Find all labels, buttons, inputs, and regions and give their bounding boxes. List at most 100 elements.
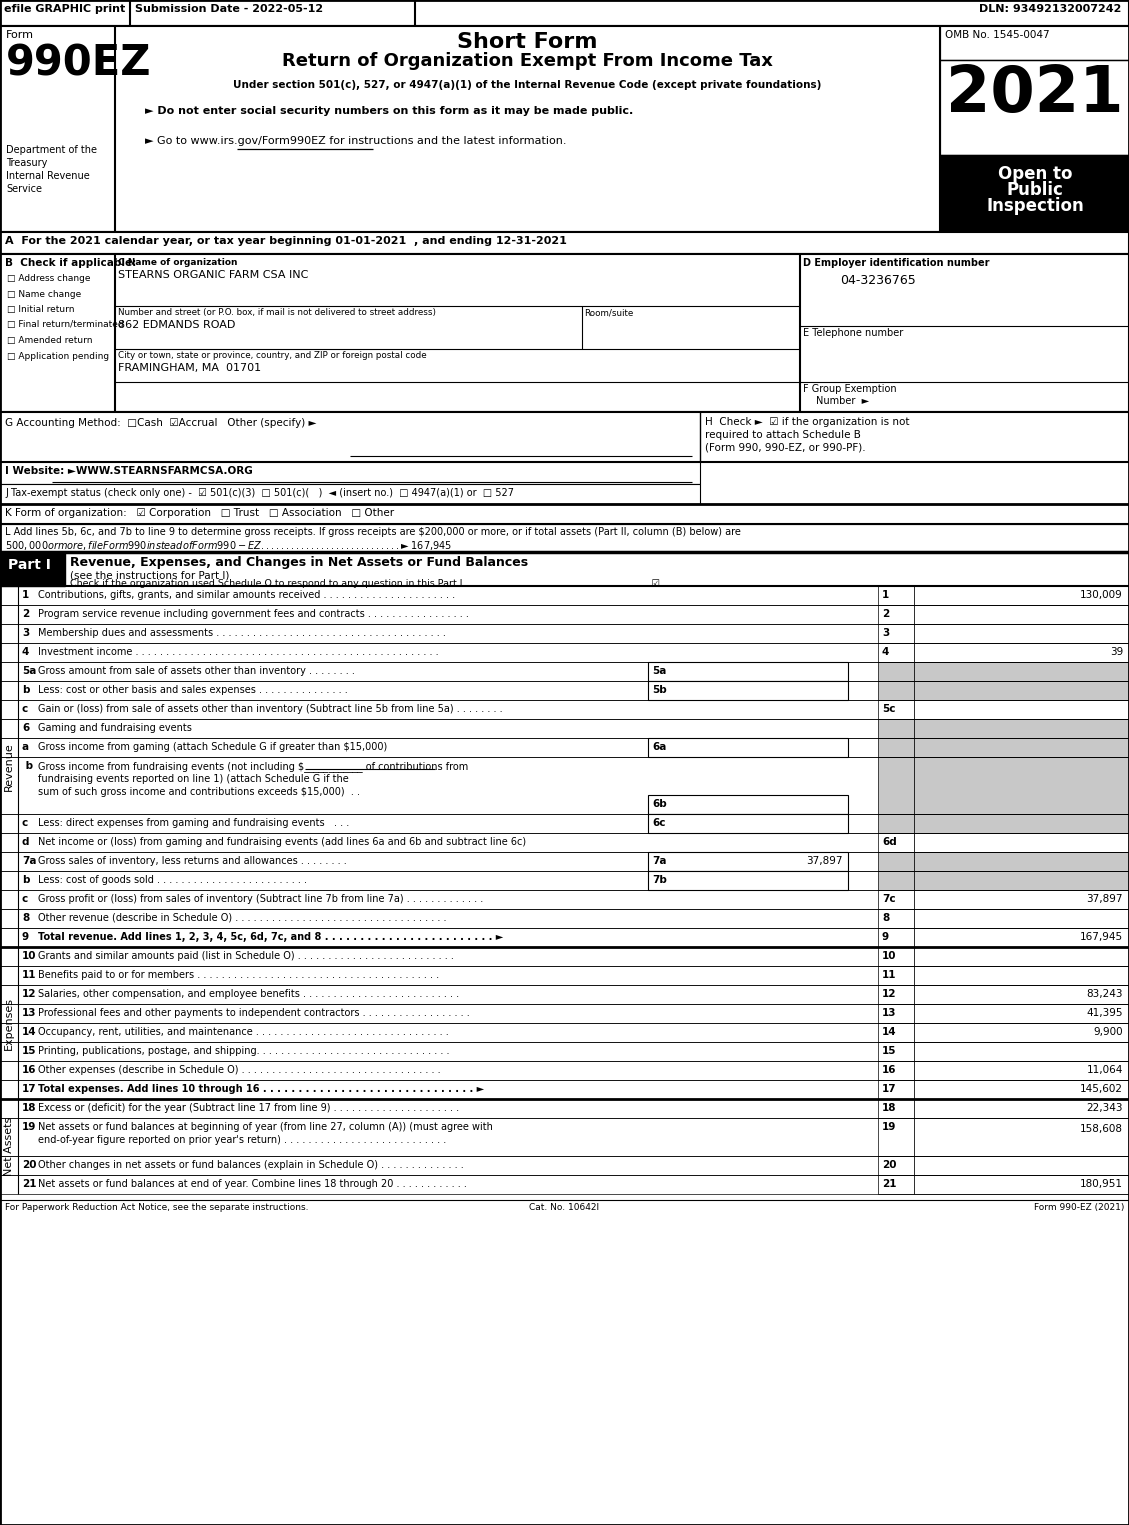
Text: 18: 18 [21, 1103, 36, 1113]
Bar [878, 644, 914, 662]
Text: Form: Form [6, 30, 34, 40]
Text: Department of the: Department of the [6, 145, 97, 156]
Text: 6b: 6b [653, 799, 667, 808]
Text: 7c: 7c [882, 894, 895, 904]
Bar [648, 662, 848, 682]
Text: 167,945: 167,945 [1079, 932, 1123, 942]
Text: Net assets or fund balances at end of year. Combine lines 18 through 20 . . . . : Net assets or fund balances at end of ye… [38, 1179, 467, 1190]
Text: 21: 21 [21, 1179, 36, 1190]
Text: Investment income . . . . . . . . . . . . . . . . . . . . . . . . . . . . . . . : Investment income . . . . . . . . . . . … [38, 647, 439, 657]
Text: G Accounting Method:  □Cash  ☑Accrual   Other (specify) ►: G Accounting Method: □Cash ☑Accrual Othe… [5, 418, 316, 429]
Text: Expenses: Expenses [5, 996, 14, 1049]
Bar [914, 814, 1129, 833]
Bar [878, 718, 914, 738]
Text: b: b [21, 685, 29, 695]
Text: Contributions, gifts, grants, and similar amounts received . . . . . . . . . . .: Contributions, gifts, grants, and simila… [38, 590, 455, 599]
Text: 7b: 7b [653, 875, 667, 884]
Text: 158,608: 158,608 [1080, 1124, 1123, 1135]
Bar [0, 26, 1129, 232]
Bar [0, 412, 1129, 462]
Bar [648, 871, 848, 891]
Text: Check if the organization used Schedule O to respond to any question in this Par: Check if the organization used Schedule … [70, 580, 660, 589]
Bar [878, 624, 914, 644]
Text: end-of-year figure reported on prior year's return) . . . . . . . . . . . . . . : end-of-year figure reported on prior yea… [38, 1135, 446, 1145]
Text: 20: 20 [21, 1161, 36, 1170]
Text: For Paperwork Reduction Act Notice, see the separate instructions.: For Paperwork Reduction Act Notice, see … [5, 1203, 308, 1212]
Text: 6c: 6c [653, 817, 665, 828]
Text: DLN: 93492132007242: DLN: 93492132007242 [979, 5, 1121, 14]
Bar [0, 503, 1129, 525]
Bar [648, 852, 848, 871]
Text: efile GRAPHIC print: efile GRAPHIC print [5, 5, 125, 14]
Bar [648, 795, 848, 814]
Text: 15: 15 [882, 1046, 896, 1055]
Text: 3: 3 [882, 628, 890, 637]
Bar [914, 1042, 1129, 1061]
Text: $500,000 or more, file Form 990 instead of Form 990-EZ . . . . . . . . . . . . .: $500,000 or more, file Form 990 instead … [5, 538, 452, 552]
Text: 19: 19 [21, 1122, 36, 1132]
Bar [648, 738, 848, 756]
Text: c: c [21, 894, 28, 904]
Text: □ Amended return: □ Amended return [7, 336, 93, 345]
Text: Less: direct expenses from gaming and fundraising events   . . .: Less: direct expenses from gaming and fu… [38, 817, 349, 828]
Text: Revenue, Expenses, and Changes in Net Assets or Fund Balances: Revenue, Expenses, and Changes in Net As… [70, 557, 528, 569]
Text: Inspection: Inspection [986, 197, 1084, 215]
Text: 2021: 2021 [946, 63, 1123, 125]
Text: □ Final return/terminated: □ Final return/terminated [7, 320, 123, 329]
Bar [914, 700, 1129, 718]
Text: FRAMINGHAM, MA  01701: FRAMINGHAM, MA 01701 [119, 363, 261, 374]
Bar [914, 909, 1129, 929]
Text: 1: 1 [21, 590, 29, 599]
Bar [914, 1080, 1129, 1100]
Bar [878, 985, 914, 1003]
Text: 5b: 5b [653, 685, 667, 695]
Text: 18: 18 [882, 1103, 896, 1113]
Text: Return of Organization Exempt From Income Tax: Return of Organization Exempt From Incom… [282, 52, 773, 70]
Bar [914, 1003, 1129, 1023]
Text: Membership dues and assessments . . . . . . . . . . . . . . . . . . . . . . . . : Membership dues and assessments . . . . … [38, 628, 446, 637]
Text: 13: 13 [882, 1008, 896, 1019]
Bar [914, 1156, 1129, 1174]
Bar [648, 682, 848, 700]
Text: Submission Date - 2022-05-12: Submission Date - 2022-05-12 [135, 5, 323, 14]
Bar [914, 756, 1129, 814]
Text: 11,064: 11,064 [1086, 1064, 1123, 1075]
Bar [878, 738, 914, 756]
Bar [0, 0, 1129, 26]
Text: OMB No. 1545-0047: OMB No. 1545-0047 [945, 30, 1050, 40]
Text: 6a: 6a [653, 743, 666, 752]
Text: Part I: Part I [8, 558, 51, 572]
Bar [914, 738, 1129, 756]
Bar [878, 700, 914, 718]
Text: Internal Revenue: Internal Revenue [6, 171, 89, 181]
Text: Open to: Open to [998, 165, 1073, 183]
Text: 13: 13 [21, 1008, 36, 1019]
Bar [914, 682, 1129, 700]
Text: I Website: ►WWW.STEARNSFARMCSA.ORG: I Website: ►WWW.STEARNSFARMCSA.ORG [5, 467, 253, 476]
Text: Other revenue (describe in Schedule O) . . . . . . . . . . . . . . . . . . . . .: Other revenue (describe in Schedule O) .… [38, 913, 446, 923]
Text: 862 EDMANDS ROAD: 862 EDMANDS ROAD [119, 320, 235, 329]
Text: Total expenses. Add lines 10 through 16 . . . . . . . . . . . . . . . . . . . . : Total expenses. Add lines 10 through 16 … [38, 1084, 484, 1093]
Text: 8: 8 [21, 913, 29, 923]
Text: Total revenue. Add lines 1, 2, 3, 4, 5c, 6d, 7c, and 8 . . . . . . . . . . . . .: Total revenue. Add lines 1, 2, 3, 4, 5c,… [38, 932, 504, 942]
Text: Net income or (loss) from gaming and fundraising events (add lines 6a and 6b and: Net income or (loss) from gaming and fun… [38, 837, 526, 846]
Text: 16: 16 [21, 1064, 36, 1075]
Text: D Employer identification number: D Employer identification number [803, 258, 989, 268]
Text: E Telephone number: E Telephone number [803, 328, 903, 339]
Bar [0, 462, 700, 483]
Text: 8: 8 [882, 913, 890, 923]
Bar [914, 1118, 1129, 1156]
Bar [878, 909, 914, 929]
Text: a: a [21, 743, 29, 752]
Bar [914, 965, 1129, 985]
Text: 22,343: 22,343 [1086, 1103, 1123, 1113]
Bar [914, 852, 1129, 871]
Text: Salaries, other compensation, and employee benefits . . . . . . . . . . . . . . : Salaries, other compensation, and employ… [38, 990, 460, 999]
Bar [878, 756, 914, 814]
Text: H  Check ►  ☑ if the organization is not: H Check ► ☑ if the organization is not [704, 416, 910, 427]
Bar [940, 26, 1129, 59]
Text: (Form 990, 990-EZ, or 990-PF).: (Form 990, 990-EZ, or 990-PF). [704, 442, 866, 453]
Text: Gross amount from sale of assets other than inventory . . . . . . . .: Gross amount from sale of assets other t… [38, 666, 355, 676]
Text: 14: 14 [21, 1026, 36, 1037]
Text: 7a: 7a [653, 856, 666, 866]
